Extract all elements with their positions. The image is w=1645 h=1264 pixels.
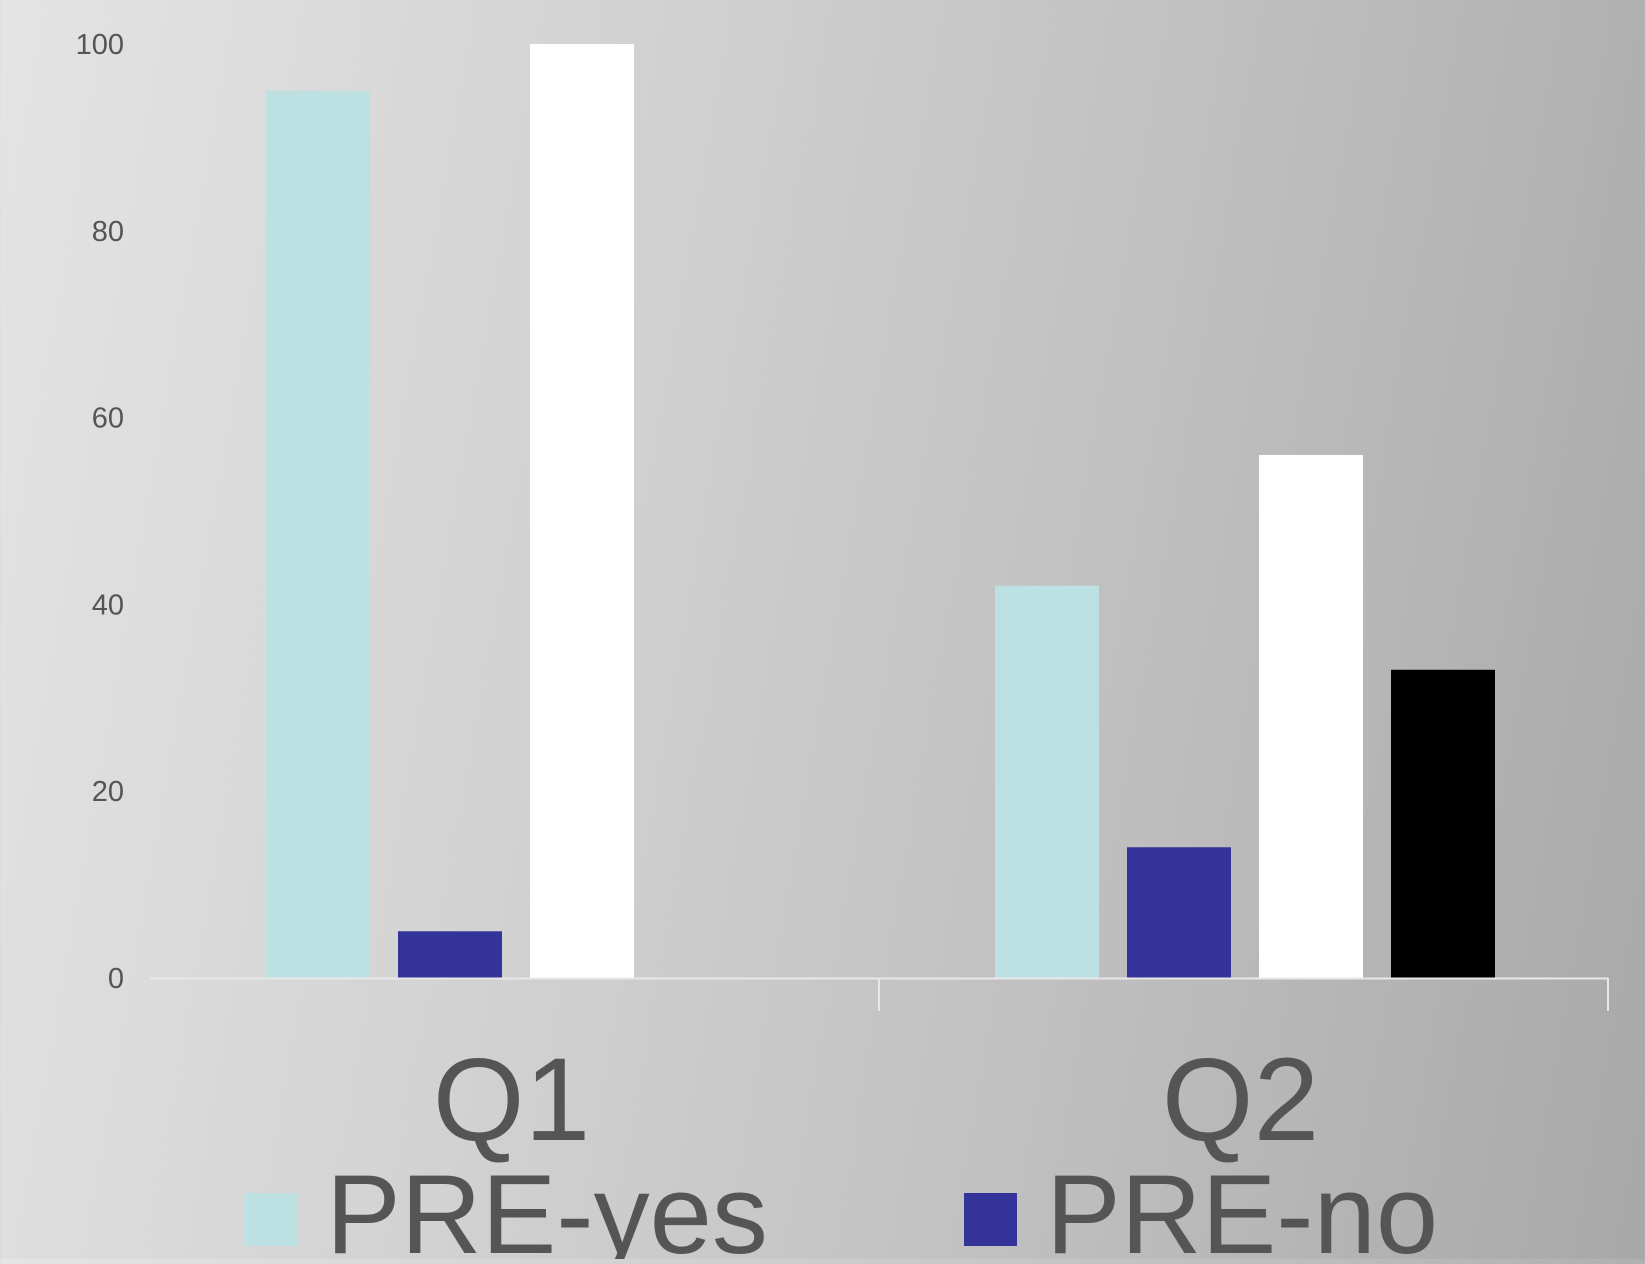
bar-pre-yes-q2: [995, 585, 1099, 978]
legend-swatch-pre-no: [964, 1193, 1017, 1246]
y-tick-label: 40: [92, 589, 124, 621]
bar-series-4-q2: [1391, 669, 1495, 978]
x-category-label: Q2: [1162, 1034, 1319, 1166]
x-axis: [150, 977, 1609, 1011]
y-axis-ticks: 0 20 40 60 80 100: [76, 29, 124, 995]
x-category-label: Q1: [433, 1034, 590, 1166]
y-tick-label: 60: [92, 403, 124, 435]
y-tick-label: 0: [108, 963, 124, 995]
y-tick-label: 100: [76, 29, 124, 61]
legend-label-pre-yes: PRE-yes: [326, 1152, 768, 1259]
bars-group: [266, 44, 1495, 979]
x-axis-labels: Q1 Q2: [433, 1034, 1319, 1166]
bar-series-3-q1: [530, 44, 634, 978]
bar-pre-yes-q1: [266, 90, 370, 978]
bar-pre-no-q2: [1127, 847, 1231, 978]
bar-series-3-q2: [1259, 454, 1363, 979]
legend-swatch-pre-yes: [244, 1193, 297, 1246]
bar-pre-no-q1: [398, 931, 502, 978]
legend-label-pre-no: PRE-no: [1046, 1152, 1438, 1259]
y-tick-label: 20: [92, 776, 124, 808]
legend: PRE-yes PRE-no: [244, 1152, 1438, 1264]
y-tick-label: 80: [92, 216, 124, 248]
